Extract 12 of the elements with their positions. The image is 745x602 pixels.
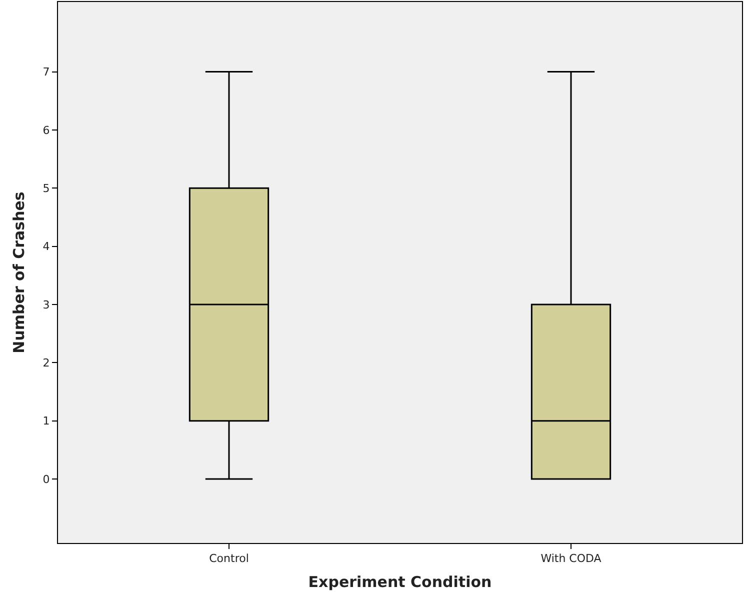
y-tick-label: 1 — [42, 414, 50, 428]
x-tick-label: With CODA — [540, 552, 602, 566]
y-tick-label: 3 — [42, 298, 50, 312]
y-tick-label: 6 — [42, 124, 50, 137]
y-tick-label: 2 — [42, 356, 50, 370]
x-tick-label: Control — [209, 552, 249, 566]
y-tick-label: 5 — [42, 182, 50, 195]
y-tick-label: 7 — [42, 66, 50, 79]
y-tick-label: 4 — [42, 240, 50, 254]
y-tick-label: 0 — [42, 472, 50, 486]
y-axis-title: Number of Crashes — [10, 192, 28, 354]
x-axis-title: Experiment Condition — [308, 573, 492, 592]
